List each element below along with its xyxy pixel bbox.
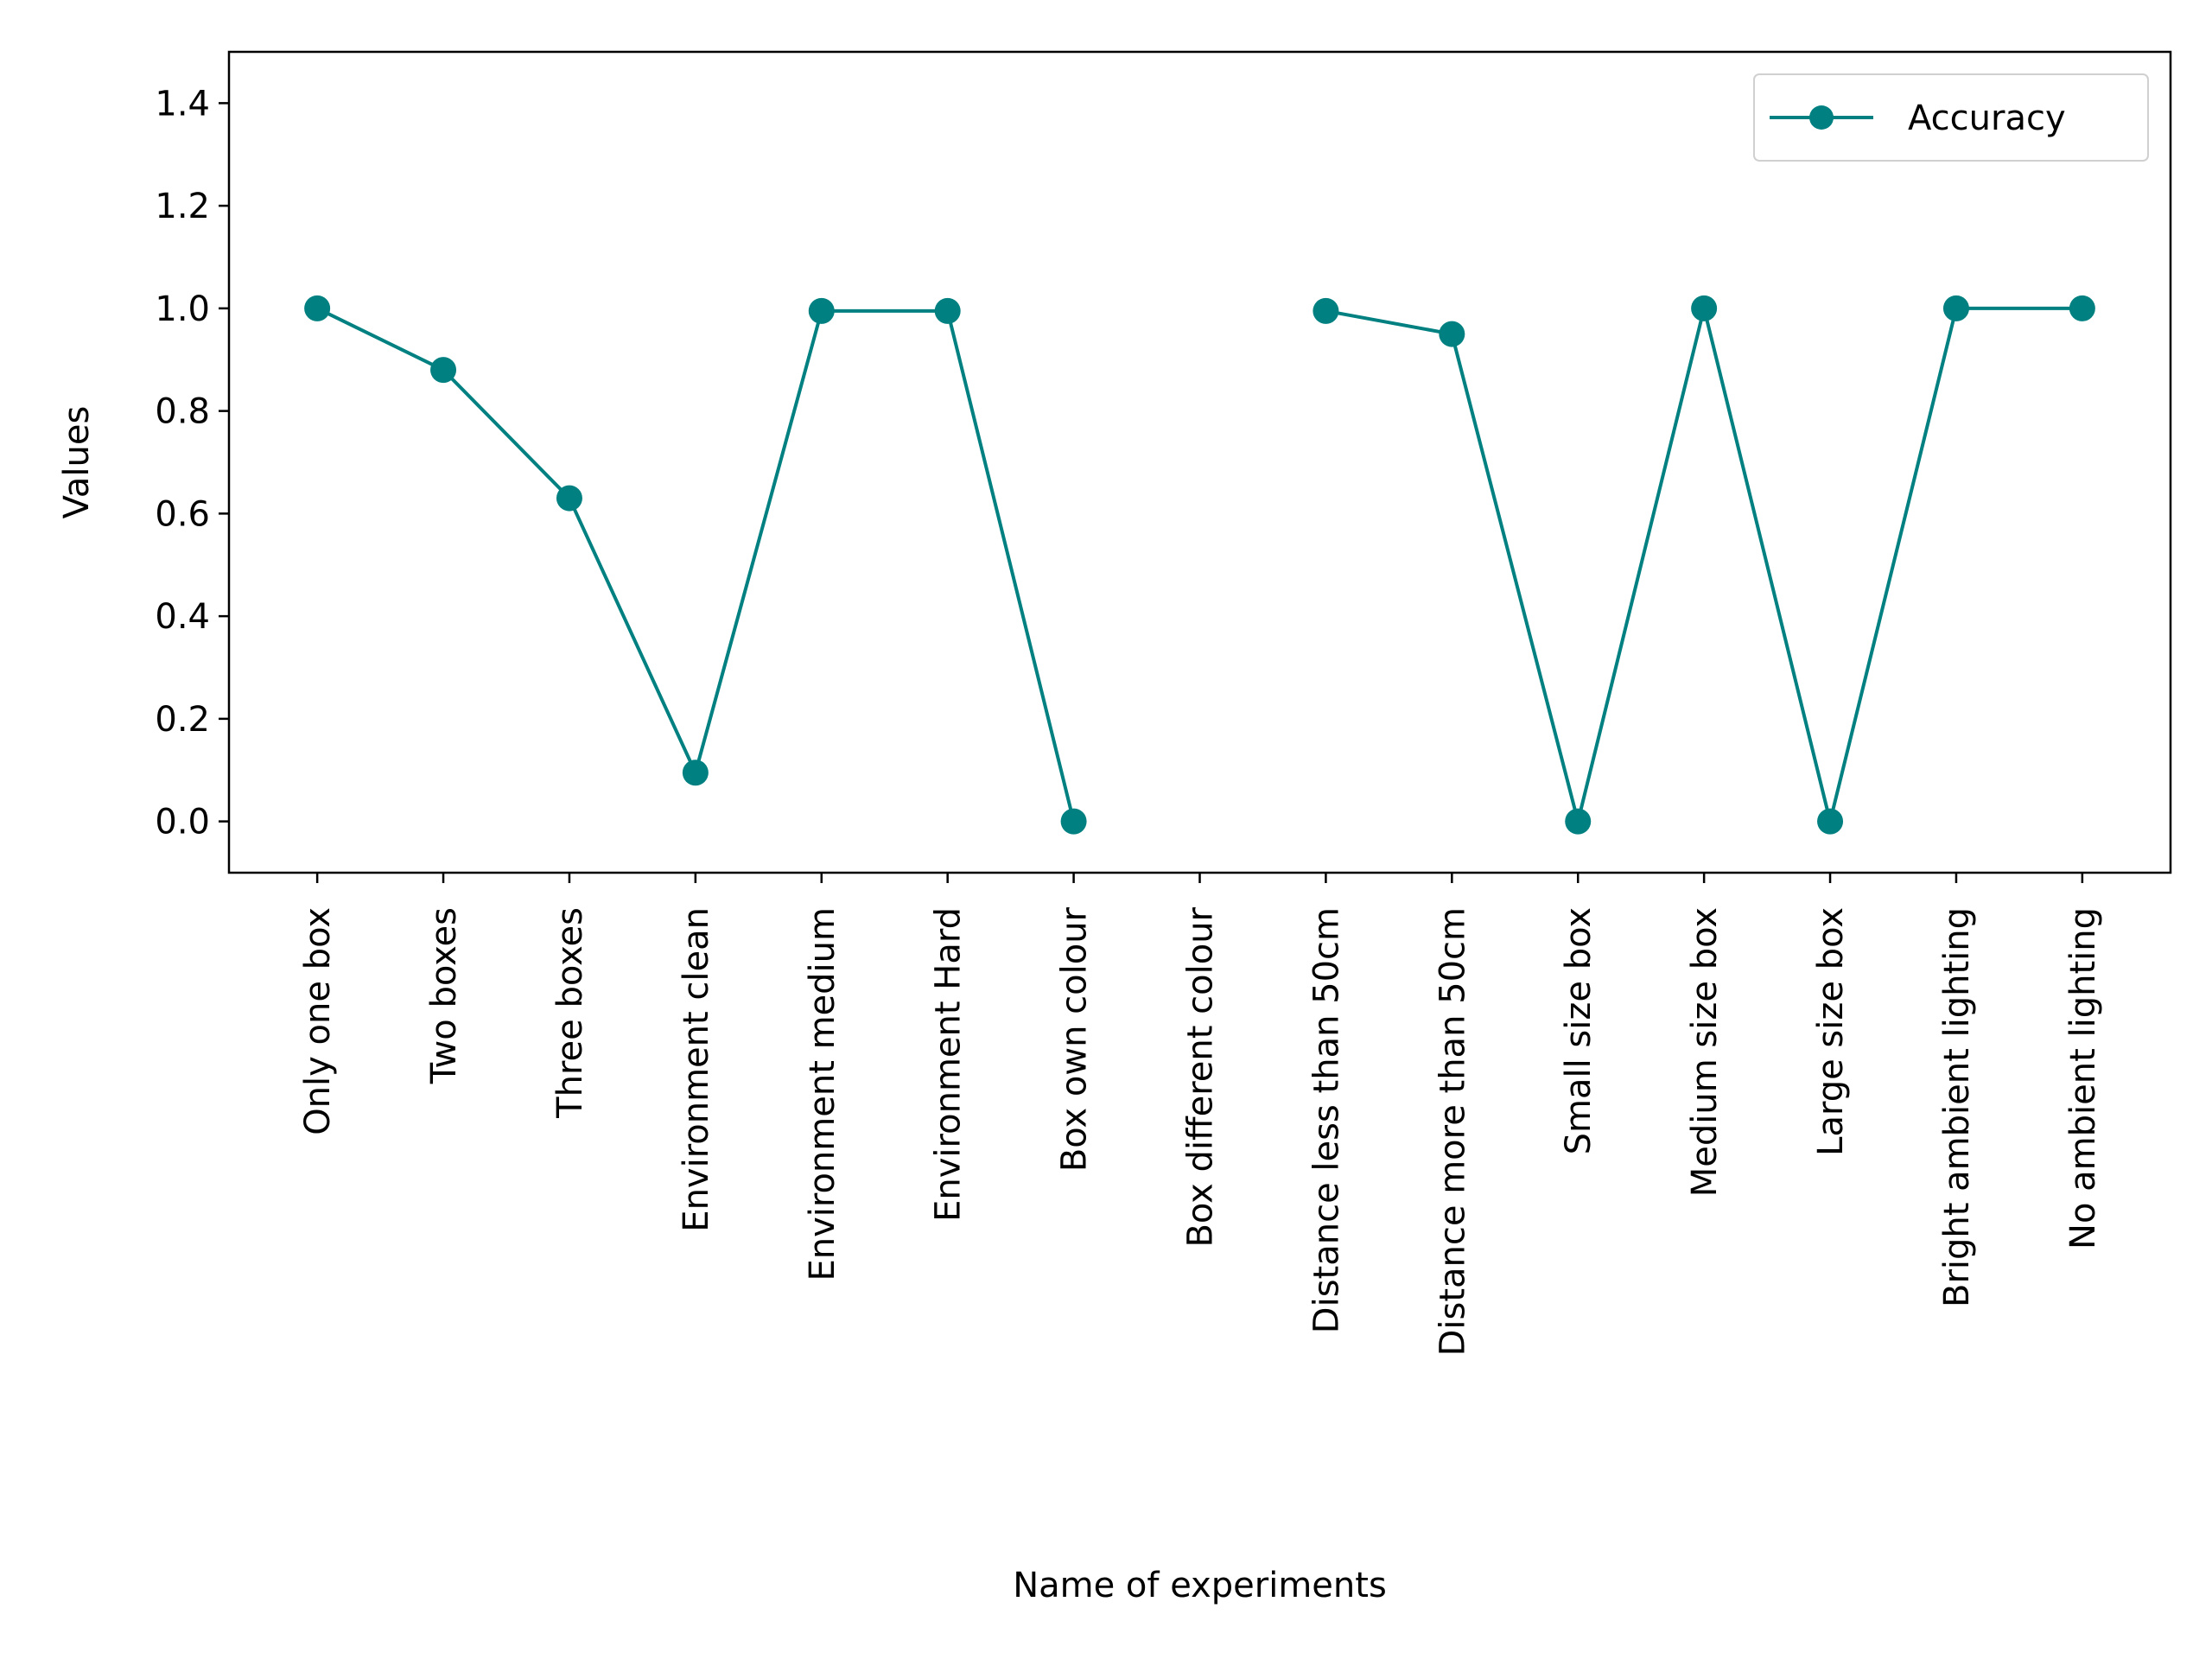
data-point: [1942, 295, 1969, 321]
y-axis-ticks: 0.0 0.2 0.4 0.6 0.8 1.0 1.2 1.4: [155, 84, 229, 842]
data-point: [1439, 321, 1465, 347]
x-tick-label: Only one box: [298, 907, 338, 1135]
y-tick-label: 0.4: [155, 597, 210, 637]
x-tick-label: Environment medium: [803, 907, 842, 1281]
data-point: [1691, 295, 1718, 321]
x-axis-ticks: Only one box Two boxes Three boxes Environm…: [298, 873, 2103, 1356]
x-tick-label: No ambient lighting: [2063, 907, 2103, 1249]
x-tick-label: Medium size box: [1685, 907, 1725, 1197]
legend-series-label: Accuracy: [1908, 99, 2066, 138]
y-axis-label: Values: [57, 406, 97, 519]
plot-layer: [304, 295, 2095, 835]
data-point: [556, 485, 582, 512]
x-tick-label: Small size box: [1559, 907, 1599, 1154]
data-point: [430, 357, 457, 384]
y-tick-label: 0.0: [155, 803, 210, 842]
x-tick-label: Environment Hard: [929, 907, 969, 1222]
data-point: [1313, 297, 1339, 324]
x-tick-label: Distance less than 50cm: [1306, 907, 1346, 1333]
y-tick-label: 0.2: [155, 700, 210, 740]
x-tick-label: Two boxes: [424, 907, 464, 1084]
legend-series-marker: [1809, 105, 1834, 130]
legend: Accuracy: [1753, 73, 2149, 162]
data-point: [304, 295, 331, 321]
data-point: [1565, 808, 1592, 835]
x-tick-label: Distance more than 50cm: [1433, 907, 1472, 1356]
data-point: [1817, 808, 1844, 835]
legend-box: [1753, 73, 2149, 162]
data-point: [808, 297, 835, 324]
y-tick-label: 1.2: [155, 187, 210, 226]
data-point: [1060, 808, 1087, 835]
y-tick-label: 1.0: [155, 289, 210, 329]
x-tick-label: Bright ambient lighting: [1937, 907, 1977, 1307]
x-tick-label: Environment clean: [677, 907, 716, 1232]
x-tick-label: Box own colour: [1055, 906, 1095, 1172]
data-point: [934, 297, 961, 324]
x-axis-label: Name of experiments: [1013, 1566, 1387, 1605]
data-point: [682, 760, 709, 786]
data-point: [2069, 295, 2095, 321]
x-tick-label: Large size box: [1811, 907, 1851, 1156]
x-tick-label: Three boxes: [550, 907, 590, 1119]
y-tick-label: 1.4: [155, 84, 210, 124]
y-tick-label: 0.6: [155, 494, 210, 534]
y-tick-label: 0.8: [155, 392, 210, 432]
x-tick-label: Box different colour: [1181, 906, 1221, 1247]
